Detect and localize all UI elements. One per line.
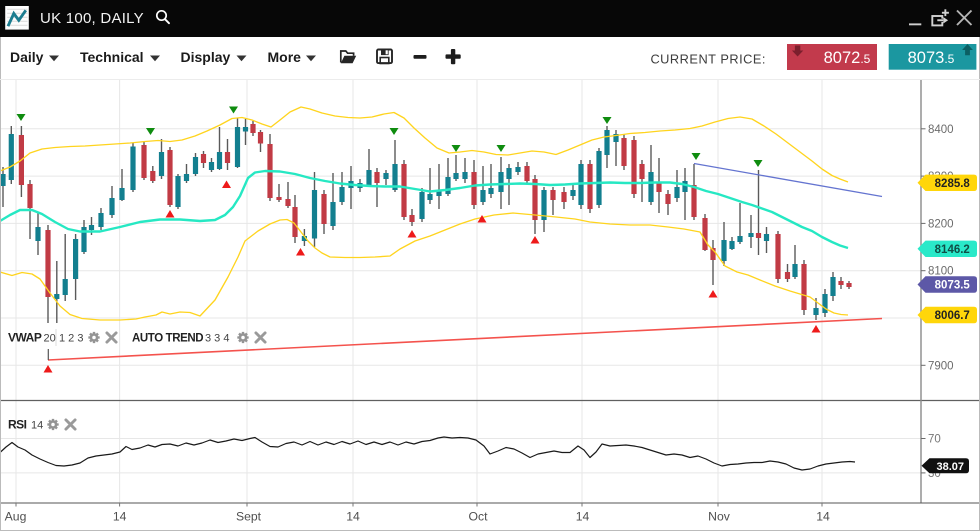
svg-text:Nov: Nov [708,510,731,524]
svg-text:8073.5: 8073.5 [908,49,955,67]
svg-text:14: 14 [113,510,127,524]
svg-text:70: 70 [928,434,941,446]
svg-text:Sept: Sept [236,510,262,524]
svg-text:8146.2: 8146.2 [935,244,970,256]
svg-text:Aug: Aug [5,510,27,524]
svg-text:8072.5: 8072.5 [824,49,871,67]
svg-text:1 2 3: 1 2 3 [59,333,83,345]
svg-text:8400: 8400 [928,124,954,136]
svg-text:38.07: 38.07 [936,461,964,473]
svg-text:8100: 8100 [928,266,954,278]
svg-text:8073.5: 8073.5 [935,280,971,292]
svg-text:CURRENT PRICE:: CURRENT PRICE: [650,52,766,67]
svg-text:14: 14 [576,510,590,524]
svg-text:7900: 7900 [928,360,954,372]
svg-text:Display: Display [181,49,231,65]
svg-text:8285.8: 8285.8 [935,178,971,190]
svg-text:14: 14 [346,510,360,524]
svg-text:Oct: Oct [469,510,489,524]
svg-text:UK 100, DAILY: UK 100, DAILY [40,10,144,27]
svg-text:Technical: Technical [80,49,144,65]
svg-text:Daily: Daily [10,49,44,65]
svg-text:RSI: RSI [8,418,27,432]
svg-text:AUTO TREND: AUTO TREND [132,333,203,345]
svg-text:14: 14 [816,510,830,524]
svg-text:3 3 4: 3 3 4 [205,333,229,345]
svg-text:More: More [268,49,302,65]
svg-text:VWAP: VWAP [8,331,42,345]
svg-text:20: 20 [44,333,56,345]
svg-text:14: 14 [31,420,43,432]
svg-text:8006.7: 8006.7 [935,310,970,322]
svg-text:8200: 8200 [928,218,954,230]
